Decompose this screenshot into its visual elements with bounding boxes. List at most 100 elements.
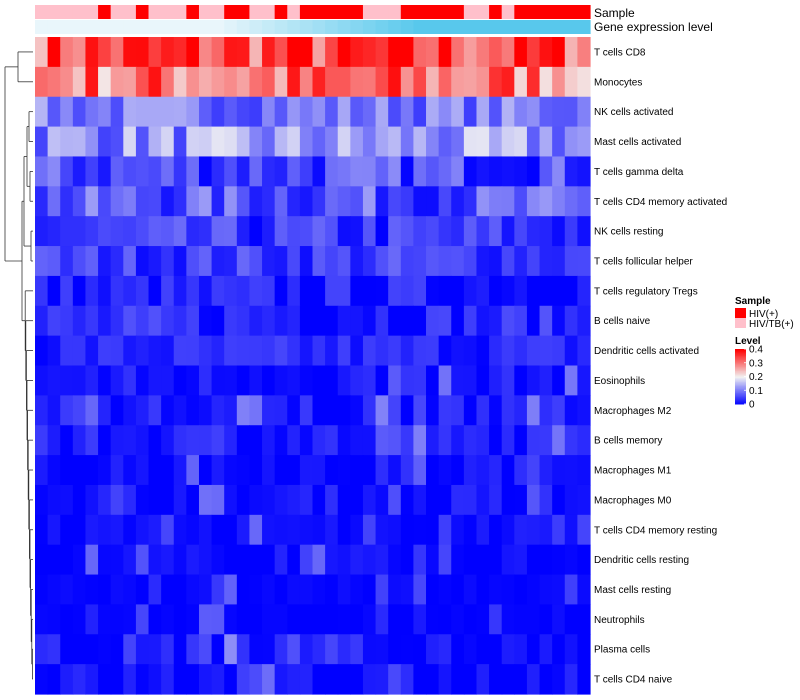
heatmap-cell: [148, 514, 162, 546]
heatmap-cell: [148, 484, 162, 516]
heatmap-cell: [249, 96, 263, 128]
gene-expression-annotation-cell: [451, 20, 465, 34]
heatmap-cell: [375, 246, 389, 277]
heatmap-cell: [539, 365, 553, 396]
heatmap-cell: [552, 126, 566, 158]
heatmap-cell: [198, 37, 213, 68]
heatmap-cell: [161, 664, 175, 695]
heatmap-cell: [375, 275, 389, 307]
heatmap-cell: [552, 455, 566, 486]
sample-annotation-cell: [35, 5, 49, 19]
heatmap-cell: [362, 365, 377, 396]
heatmap-cell: [413, 664, 427, 695]
heatmap-cell: [552, 66, 566, 98]
heatmap-cell: [400, 664, 415, 695]
heatmap-cell: [577, 186, 591, 217]
heatmap-cell: [287, 216, 301, 247]
color-scale-segment: [735, 366, 746, 369]
heatmap-cell: [552, 156, 566, 187]
heatmap-cell: [577, 574, 591, 606]
heatmap-cell: [98, 216, 112, 247]
heatmap-cell: [438, 604, 452, 635]
heatmap-cell: [400, 634, 415, 665]
heatmap-cell: [350, 604, 364, 635]
heatmap-cell: [476, 186, 490, 217]
heatmap-cell: [236, 216, 251, 247]
heatmap-cell: [501, 216, 515, 247]
heatmap-cell: [400, 186, 415, 217]
heatmap-cell: [325, 96, 339, 128]
heatmap-cell: [224, 96, 238, 128]
heatmap-cell: [236, 455, 251, 486]
heatmap-cell: [110, 395, 124, 426]
heatmap-cell: [161, 484, 175, 516]
heatmap-cell: [123, 634, 137, 665]
heatmap-cell: [85, 425, 99, 456]
heatmap-cell: [148, 574, 162, 606]
heatmap-cell: [375, 514, 389, 546]
heatmap-cell: [148, 66, 162, 98]
color-scale-segment: [735, 387, 746, 390]
sample-annotation-cell: [148, 5, 162, 19]
heatmap-cell: [123, 574, 137, 606]
heatmap-cell: [489, 484, 503, 516]
heatmap-cell: [375, 156, 389, 187]
heatmap-cell: [173, 126, 187, 158]
heatmap-cell: [135, 156, 150, 187]
heatmap-cell: [400, 216, 415, 247]
heatmap-cell: [274, 246, 288, 277]
row-label: Mast cells activated: [594, 137, 681, 148]
heatmap-cell: [249, 365, 263, 396]
heatmap-cell: [262, 246, 276, 277]
heatmap-cell: [514, 604, 528, 635]
legend-label-hiv: HIV(+): [749, 309, 778, 320]
heatmap-cell: [211, 604, 225, 635]
legend-swatch-hiv: [735, 308, 746, 318]
sample-annotation-cell: [577, 5, 591, 19]
sample-annotation-cell: [325, 5, 339, 19]
heatmap-cell: [98, 574, 112, 606]
heatmap-cell: [236, 604, 251, 635]
heatmap-cell: [161, 604, 175, 635]
heatmap-cell: [60, 126, 74, 158]
heatmap-cell: [98, 664, 112, 695]
gene-expression-annotation-cell: [489, 20, 503, 34]
heatmap-cell: [489, 634, 503, 665]
heatmap-cell: [85, 96, 99, 128]
heatmap-cell: [123, 664, 137, 695]
heatmap-cell: [262, 544, 276, 576]
heatmap-cell: [249, 305, 263, 337]
sample-annotation-cell: [198, 5, 213, 19]
heatmap-cell: [35, 514, 49, 546]
heatmap-cell: [501, 37, 515, 68]
heatmap-cell: [35, 186, 49, 217]
heatmap-cell: [35, 37, 49, 68]
color-scale-segment: [735, 391, 746, 394]
heatmap-cell: [526, 246, 541, 277]
heatmap-cell: [564, 305, 578, 337]
heatmap-cell: [249, 395, 263, 426]
row-label: B cells memory: [594, 436, 662, 447]
heatmap-cell: [577, 66, 591, 98]
heatmap-cell: [489, 66, 503, 98]
heatmap-cell: [501, 634, 515, 665]
heatmap-cell: [388, 604, 402, 635]
heatmap-cell: [110, 544, 124, 576]
heatmap-cell: [577, 484, 591, 516]
heatmap-cell: [47, 544, 61, 576]
heatmap-cell: [501, 126, 515, 158]
heatmap-cell: [451, 37, 465, 68]
heatmap-cell: [186, 216, 200, 247]
heatmap-cell: [98, 425, 112, 456]
heatmap-cell: [211, 574, 225, 606]
gene-expression-annotation-cell: [426, 20, 440, 34]
heatmap-cell: [489, 305, 503, 337]
heatmap-cell: [325, 365, 339, 396]
sample-annotation-cell: [438, 5, 452, 19]
row-label: Monocytes: [594, 77, 642, 88]
heatmap-cell: [501, 604, 515, 635]
heatmap-cell: [299, 634, 314, 665]
heatmap-cell: [375, 425, 389, 456]
heatmap-cell: [35, 246, 49, 277]
